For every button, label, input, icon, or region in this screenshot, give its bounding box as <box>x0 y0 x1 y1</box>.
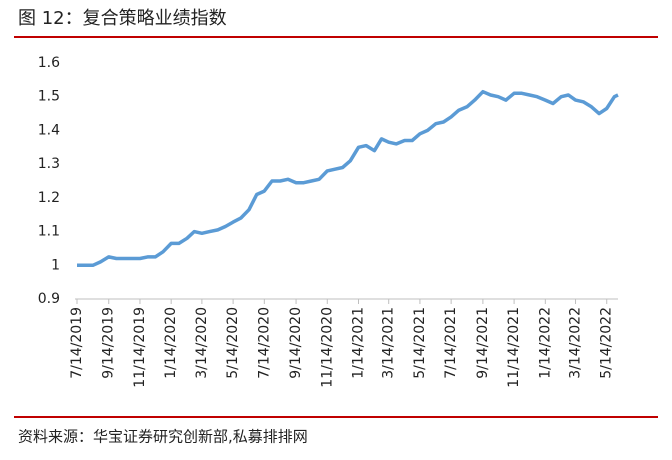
x-tick-label: 3/14/2022 <box>568 307 584 379</box>
y-tick-label: 1.1 <box>38 224 60 240</box>
source: 资料来源：华宝证券研究创新部,私募排排网 <box>18 428 308 446</box>
x-tick-label: 9/14/2020 <box>288 307 304 379</box>
x-tick-label: 7/14/2019 <box>69 307 85 379</box>
y-tick-label: 0.9 <box>38 291 60 307</box>
y-tick-label: 1.4 <box>38 122 60 138</box>
x-tick-label: 3/14/2021 <box>381 307 397 379</box>
y-tick-label: 1.6 <box>38 55 60 71</box>
x-tick-label: 5/14/2022 <box>599 307 615 379</box>
y-tick-label: 1 <box>51 257 60 273</box>
y-tick-label: 1.2 <box>38 190 60 206</box>
y-tick-label: 1.5 <box>38 89 60 105</box>
x-tick-label: 9/14/2021 <box>475 307 491 379</box>
x-tick-label: 11/14/2020 <box>319 307 335 388</box>
x-tick-label: 11/14/2019 <box>132 307 148 388</box>
x-tick-label: 1/14/2022 <box>537 307 553 379</box>
x-tick-label: 3/14/2020 <box>194 307 210 379</box>
line-series <box>77 89 619 268</box>
y-tick-label: 1.3 <box>38 156 60 172</box>
chart-title: 图 12：复合策略业绩指数 <box>18 8 227 29</box>
x-tick-label: 11/14/2021 <box>506 307 522 388</box>
x-tick-label: 7/14/2020 <box>256 307 272 379</box>
x-tick-label: 1/14/2021 <box>351 307 367 379</box>
x-tick-label: 9/14/2019 <box>101 307 117 379</box>
x-tick-label: 5/14/2021 <box>412 307 428 379</box>
x-tick-label: 7/14/2021 <box>443 307 459 379</box>
x-tick-label: 5/14/2020 <box>225 307 241 379</box>
x-tick-label: 1/14/2020 <box>163 307 179 379</box>
